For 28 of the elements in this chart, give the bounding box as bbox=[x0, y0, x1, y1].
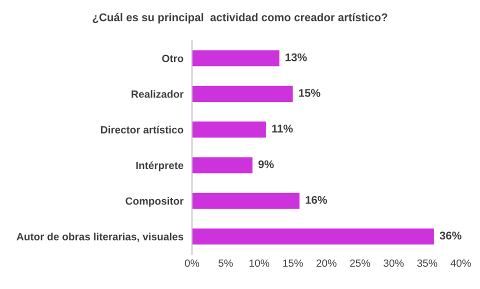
bar bbox=[192, 50, 280, 66]
y-tick-label: Autor de obras literarias, visuales bbox=[16, 232, 184, 242]
bar bbox=[192, 86, 293, 102]
chart-title: ¿Cuál es su principal actividad como creador artístico? bbox=[92, 13, 388, 24]
y-tick-label: Compositor bbox=[126, 197, 184, 207]
bar bbox=[192, 192, 300, 209]
data-label: 13% bbox=[286, 53, 307, 62]
data-label: 11% bbox=[272, 124, 293, 133]
x-tick-label: 30% bbox=[384, 259, 404, 267]
x-tick-label: 40% bbox=[450, 259, 471, 267]
bar bbox=[192, 228, 434, 245]
y-tick-label: Director artístico bbox=[101, 126, 184, 134]
x-tick-label: 0% bbox=[184, 259, 200, 267]
x-tick-label: 10% bbox=[250, 259, 270, 267]
x-tick-label: 15% bbox=[283, 260, 303, 267]
x-tick-label: 5% bbox=[218, 260, 233, 267]
data-label: 9% bbox=[258, 160, 274, 168]
x-tick-label: 25% bbox=[350, 259, 370, 267]
y-tick-label: Otro bbox=[162, 54, 184, 62]
x-tick-label: 20% bbox=[316, 259, 336, 267]
bar bbox=[192, 122, 266, 138]
data-label: 16% bbox=[306, 196, 328, 204]
y-tick-label: Intérprete bbox=[136, 161, 184, 172]
data-label: 36% bbox=[440, 232, 462, 240]
data-label: 15% bbox=[299, 89, 320, 97]
bar bbox=[192, 157, 252, 174]
x-tick-label: 35% bbox=[417, 259, 438, 267]
y-tick-label: Realizador bbox=[132, 90, 184, 98]
